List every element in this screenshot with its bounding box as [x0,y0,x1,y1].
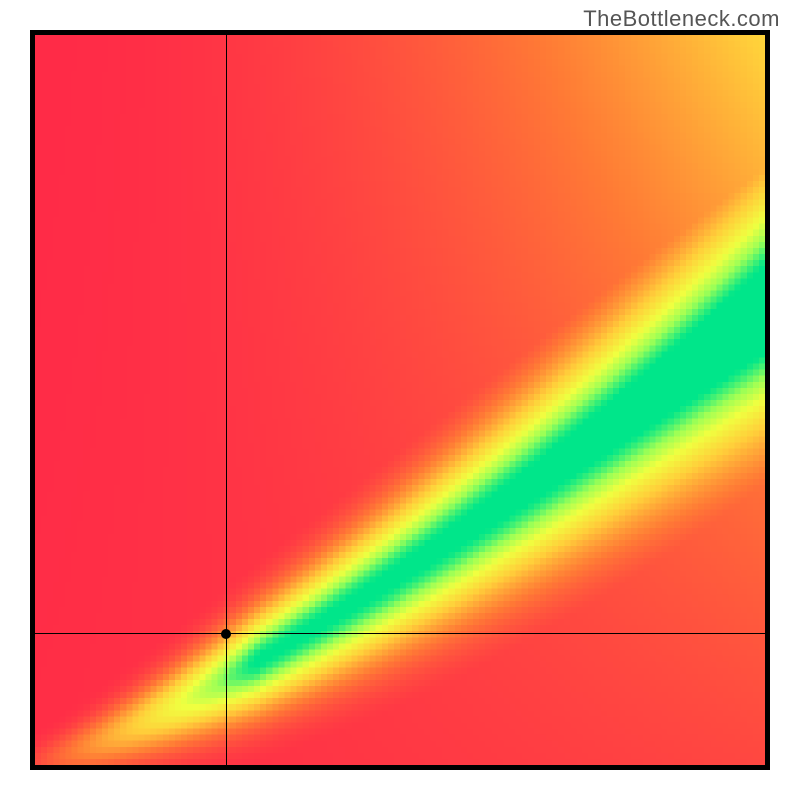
watermark-text: TheBottleneck.com [583,6,780,32]
crosshair-marker-dot [221,629,231,639]
plot-frame [30,30,770,770]
crosshair-vertical [226,35,227,765]
crosshair-horizontal [35,633,765,634]
heatmap-canvas [35,35,765,765]
